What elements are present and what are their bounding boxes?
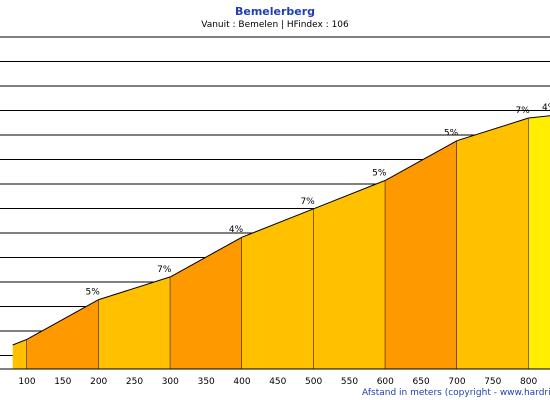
gradient-label: 5% bbox=[372, 168, 387, 178]
profile-outline-9 bbox=[528, 115, 550, 119]
x-tick-label: 700 bbox=[448, 377, 465, 387]
profile-outline-4 bbox=[170, 236, 243, 278]
gradient-labels: 5% 7% 4% 7% 5% 5% 7% 4% bbox=[86, 103, 550, 297]
gradient-label: 4% bbox=[229, 225, 244, 235]
profile-outline-8 bbox=[456, 117, 529, 142]
profile-outline-2 bbox=[26, 299, 99, 340]
chart-subtitle: Vanuit : Bemelen | HFindex : 106 bbox=[201, 20, 349, 30]
gradient-label: 5% bbox=[86, 288, 101, 298]
profile-outline-1 bbox=[12, 338, 28, 346]
profile-outline-5 bbox=[241, 208, 314, 238]
x-tick-label: 500 bbox=[305, 377, 322, 387]
gradient-label: 7% bbox=[515, 106, 530, 116]
x-tick-label: 450 bbox=[269, 377, 286, 387]
x-tick-label: 550 bbox=[341, 377, 358, 387]
gradient-label: 5% bbox=[444, 129, 459, 139]
gradient-label: 4% bbox=[542, 103, 550, 113]
gradient-segments bbox=[12, 115, 550, 369]
profile-segment-3 bbox=[98, 276, 171, 369]
profile-segment-6 bbox=[313, 180, 386, 369]
profile-outline-3 bbox=[98, 276, 171, 301]
profile-segment-2 bbox=[27, 299, 99, 369]
x-tick-label: 600 bbox=[377, 377, 394, 387]
profile-outline-7 bbox=[385, 140, 458, 181]
profile-segment-1 bbox=[12, 339, 27, 369]
gradient-label: 7% bbox=[300, 197, 315, 207]
profile-segment-7 bbox=[385, 140, 457, 369]
profile-outline-6 bbox=[313, 179, 386, 210]
profile-segment-8 bbox=[457, 118, 529, 369]
x-tick-label: 150 bbox=[54, 377, 71, 387]
x-tick-label: 800 bbox=[520, 377, 537, 387]
x-tick-label: 300 bbox=[162, 377, 179, 387]
x-axis-ticks: 100 150 200 250 300 350 400 450 500 550 600 650 700 7… bbox=[0, 368, 550, 387]
x-tick-label: 650 bbox=[413, 377, 430, 387]
profile-segment-4 bbox=[170, 237, 242, 369]
chart-title: Bemelerberg bbox=[235, 5, 315, 18]
x-tick-label: 200 bbox=[90, 377, 107, 387]
x-tick-label: 400 bbox=[233, 377, 250, 387]
x-tick-label: 100 bbox=[18, 377, 35, 387]
gradient-label: 7% bbox=[157, 265, 172, 275]
profile-segment-9 bbox=[528, 115, 550, 369]
x-tick-label: 750 bbox=[484, 377, 501, 387]
profile-segment-5 bbox=[242, 208, 314, 369]
x-tick-label: 250 bbox=[126, 377, 143, 387]
x-tick-label: 350 bbox=[198, 377, 215, 387]
x-axis-label: Afstand in meters (copyright - www.hardr… bbox=[362, 388, 550, 398]
